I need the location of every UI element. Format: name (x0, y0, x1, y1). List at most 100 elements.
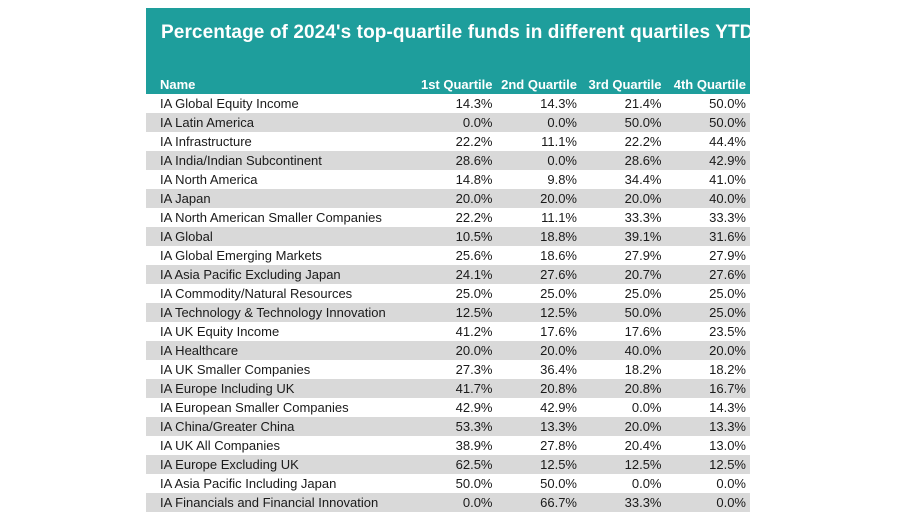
q2-cell: 18.6% (540, 248, 577, 263)
q4-cell: 0.0% (716, 476, 746, 491)
table-row: IA Technology & Technology Innovation 12.… (146, 303, 750, 322)
fund-name-cell: IA Asia Pacific Excluding Japan (160, 267, 341, 282)
q4-cell: 14.3% (709, 400, 746, 415)
q4-cell: 50.0% (709, 115, 746, 130)
q4-cell: 25.0% (709, 305, 746, 320)
q4-cell: 13.0% (709, 438, 746, 453)
table-body: IA Global Equity Income 14.3% 14.3% 21.4% 50… (146, 94, 750, 512)
fund-name-cell: IA Global (160, 229, 213, 244)
fund-name-cell: IA UK Equity Income (160, 324, 280, 339)
table-row: IA Commodity/Natural Resources 25.0% 25.0%… (146, 284, 750, 303)
fund-name-cell: IA Global Emerging Markets (160, 248, 322, 263)
q3-cell: 33.3% (624, 210, 662, 225)
table-row: IA North America 14.8% 9.8% 34.4% 41.0% (146, 170, 750, 189)
fund-name-cell: IA Technology & Technology Innovation (160, 305, 386, 320)
q4-cell: 44.4% (709, 134, 746, 149)
q1-cell: 14.3% (455, 96, 493, 111)
q3-cell: 17.6% (624, 324, 662, 339)
fund-name-cell: IA North American Smaller Companies (160, 210, 382, 225)
q2-cell: 11.1% (541, 134, 577, 149)
q1-cell: 42.9% (455, 400, 493, 415)
fund-name-cell: IA Asia Pacific Including Japan (160, 476, 337, 491)
fund-name-cell: IA Japan (160, 191, 211, 206)
q1-cell: 38.9% (455, 438, 493, 453)
q4-cell: 33.3% (709, 210, 746, 225)
column-header-name: Name (160, 77, 196, 92)
table-body-wrap: IA Global Equity Income 14.3% 14.3% 21.4% 50… (146, 94, 750, 512)
q1-cell: 12.5% (455, 305, 493, 320)
q1-cell: 22.2% (455, 134, 493, 149)
table-row: IA Healthcare 20.0% 20.0% 40.0% 20.0% (146, 341, 750, 360)
q2-cell: 25.0% (540, 286, 577, 301)
table-row: IA India/Indian Subcontinent 28.6% 0.0% 28.… (146, 151, 750, 170)
q2-cell: 0.0% (547, 115, 577, 130)
q1-cell: 10.5% (455, 229, 493, 244)
q4-cell: 31.6% (709, 229, 746, 244)
fund-name-cell: IA UK All Companies (160, 438, 280, 453)
q3-cell: 20.4% (624, 438, 662, 453)
q1-cell: 20.0% (455, 191, 493, 206)
table-row: IA European Smaller Companies 42.9% 42.9% 0… (146, 398, 750, 417)
fund-name-cell: IA India/Indian Subcontinent (160, 153, 322, 168)
q2-cell: 17.6% (540, 324, 577, 339)
table-header-wrap: Name 1st Quartile 2nd Quartile 3rd Quart… (146, 78, 750, 92)
fund-name-cell: IA Europe Excluding UK (160, 457, 299, 472)
q2-cell: 20.0% (540, 191, 577, 206)
q2-cell: 12.5% (540, 457, 577, 472)
q2-cell: 36.4% (540, 362, 577, 377)
q2-cell: 9.8% (547, 172, 577, 187)
column-header-q1: 1st Quartile (420, 77, 493, 92)
q1-cell: 50.0% (455, 476, 493, 491)
q4-cell: 18.2% (709, 362, 746, 377)
column-header-q3: 3rd Quartile (588, 77, 662, 92)
q1-cell: 27.3% (455, 362, 493, 377)
q1-cell: 14.8% (455, 172, 493, 187)
q1-cell: 0.0% (462, 115, 493, 130)
table-row: IA Financials and Financial Innovation 0.… (146, 493, 750, 512)
q3-cell: 50.0% (624, 305, 662, 320)
q1-cell: 22.2% (455, 210, 493, 225)
q4-cell: 25.0% (709, 286, 746, 301)
table-row: IA Japan 20.0% 20.0% 20.0% 40.0% (146, 189, 750, 208)
q2-cell: 0.0% (547, 153, 577, 168)
table-row: IA Asia Pacific Excluding Japan 24.1% 27.6… (146, 265, 750, 284)
fund-name-cell: IA UK Smaller Companies (160, 362, 311, 377)
q1-cell: 24.1% (455, 267, 493, 282)
q3-cell: 18.2% (624, 362, 662, 377)
fund-name-cell: IA Commodity/Natural Resources (160, 286, 353, 301)
table-row: IA UK Equity Income 41.2% 17.6% 17.6% 23.5% (146, 322, 750, 341)
q2-cell: 66.7% (540, 495, 577, 510)
q2-cell: 50.0% (540, 476, 577, 491)
q2-cell: 18.8% (540, 229, 577, 244)
q4-cell: 23.5% (709, 324, 746, 339)
column-header-q4: 4th Quartile (673, 77, 746, 92)
table-row: IA Europe Including UK 41.7% 20.8% 20.8% 16.… (146, 379, 750, 398)
fund-name-cell: IA Healthcare (160, 343, 239, 358)
q4-cell: 0.0% (716, 495, 746, 510)
q1-cell: 25.0% (455, 286, 493, 301)
q3-cell: 0.0% (631, 476, 662, 491)
table-row: IA UK All Companies 38.9% 27.8% 20.4% 13.0% (146, 436, 750, 455)
table-panel: Percentage of 2024's top-quartile funds … (146, 8, 753, 526)
q3-cell: 0.0% (631, 400, 662, 415)
q2-cell: 27.6% (540, 267, 577, 282)
q1-cell: 53.3% (455, 419, 493, 434)
q3-cell: 39.1% (624, 229, 662, 244)
q3-cell: 27.9% (624, 248, 662, 263)
header-row: Name 1st Quartile 2nd Quartile 3rd Quart… (146, 78, 750, 92)
q2-cell: 14.3% (540, 96, 577, 111)
fund-name-cell: IA Infrastructure (160, 134, 252, 149)
q4-cell: 16.7% (709, 381, 746, 396)
table-row: IA China/Greater China 53.3% 13.3% 20.0% 13.… (146, 417, 750, 436)
q2-cell: 11.1% (541, 210, 577, 225)
q3-cell: 33.3% (624, 495, 662, 510)
table-header: Name 1st Quartile 2nd Quartile 3rd Quart… (146, 78, 750, 92)
data-table: IA Global Equity Income 14.3% 14.3% 21.4% 50… (146, 94, 750, 512)
q3-cell: 22.2% (624, 134, 662, 149)
fund-name-cell: IA Latin America (160, 115, 254, 130)
fund-name-cell: IA North America (160, 172, 258, 187)
q1-cell: 20.0% (455, 343, 493, 358)
q3-cell: 20.7% (624, 267, 662, 282)
q4-cell: 13.3% (709, 419, 746, 434)
column-header-q2: 2nd Quartile (501, 77, 577, 92)
